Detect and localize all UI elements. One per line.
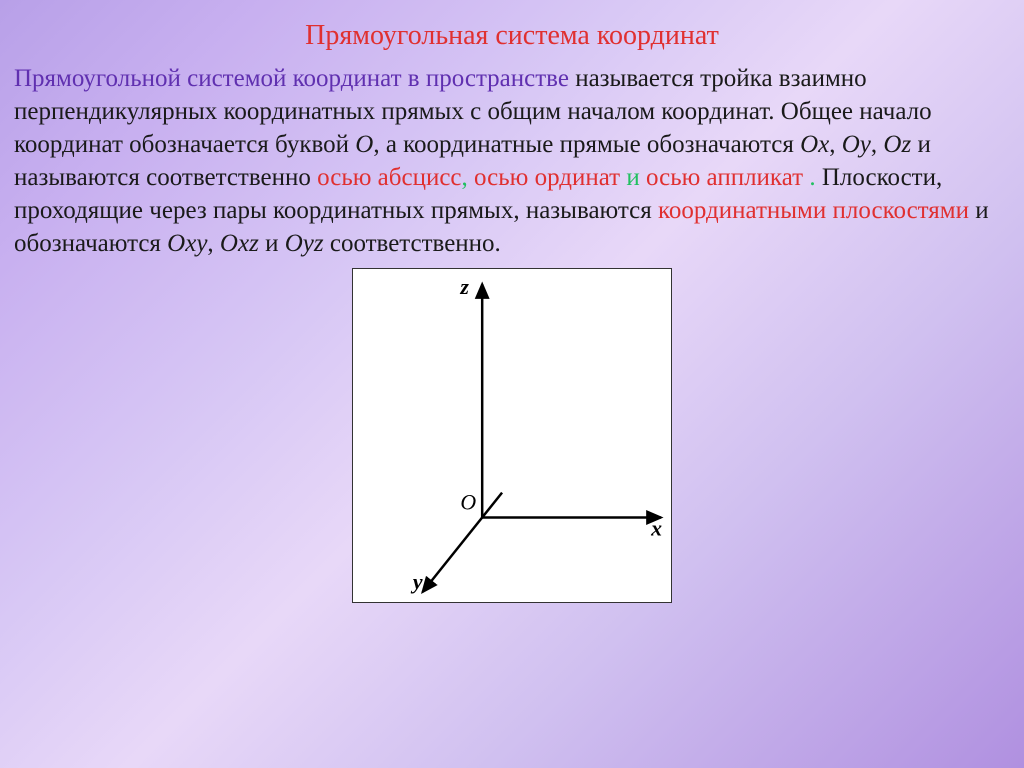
main-paragraph: Прямоугольной системой координат в прост… [14,62,1010,260]
svg-text:y: y [410,570,423,594]
diagram-container: z x y O [14,268,1010,603]
axis-abscissa: осью абсцисс [317,164,461,191]
axis-oz: Oz [883,131,911,158]
comma-2: , [871,131,884,158]
axis-oy: Oy [842,131,871,158]
and-1: и [620,164,646,191]
comma-3: , [462,164,475,191]
comma-4: , [207,230,220,257]
svg-text:z: z [459,275,469,299]
svg-text:O: O [460,491,476,515]
text-2: , а координатные прямые обозначаются [373,131,800,158]
plane-oyz: Oyz [285,230,324,257]
dot-space: . [803,164,822,191]
lead-phrase: Прямоугольной системой координат в прост… [14,65,569,92]
plane-oxz: Oxz [220,230,259,257]
comma-1: , [829,131,842,158]
page-title: Прямоугольная система координат [14,20,1010,52]
coord-planes: координатными плоскостями [658,197,969,224]
plane-oxy: Oxy [167,230,207,257]
text-end: соответственно. [324,230,501,257]
axis-ordinate: осью ординат [474,164,620,191]
axis-applicate: осью аппликат [646,164,803,191]
and-2: и [259,230,285,257]
letter-O: O [355,131,373,158]
svg-text:x: x [650,516,662,540]
axis-ox: Ox [800,131,829,158]
coordinate-system-diagram: z x y O [352,268,672,603]
